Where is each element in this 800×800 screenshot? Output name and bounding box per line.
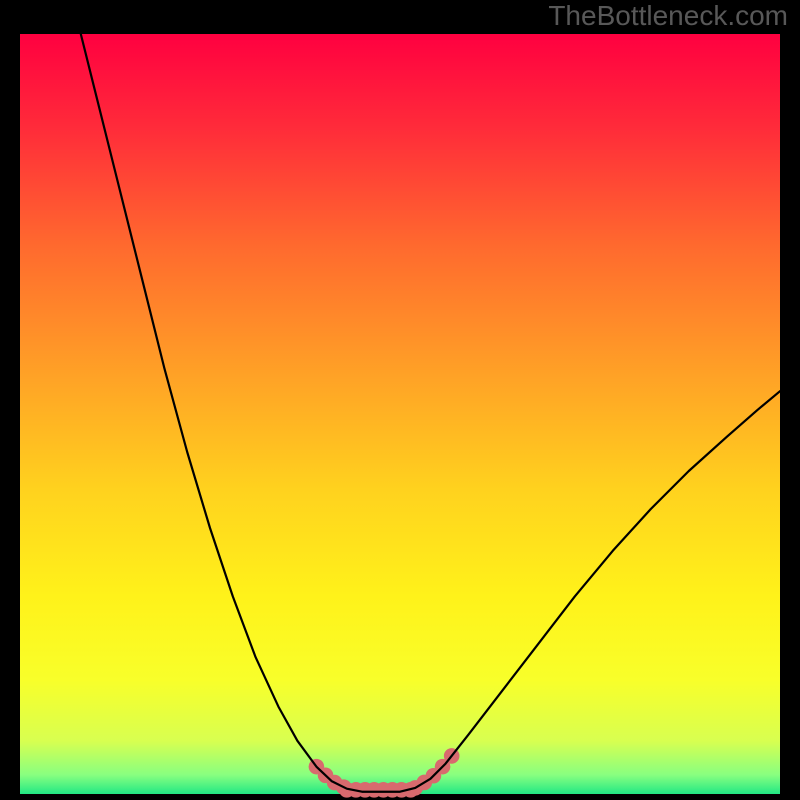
plot-area-background (20, 34, 780, 794)
watermark-text: TheBottleneck.com (548, 0, 788, 31)
chart-svg: TheBottleneck.com (0, 0, 800, 800)
